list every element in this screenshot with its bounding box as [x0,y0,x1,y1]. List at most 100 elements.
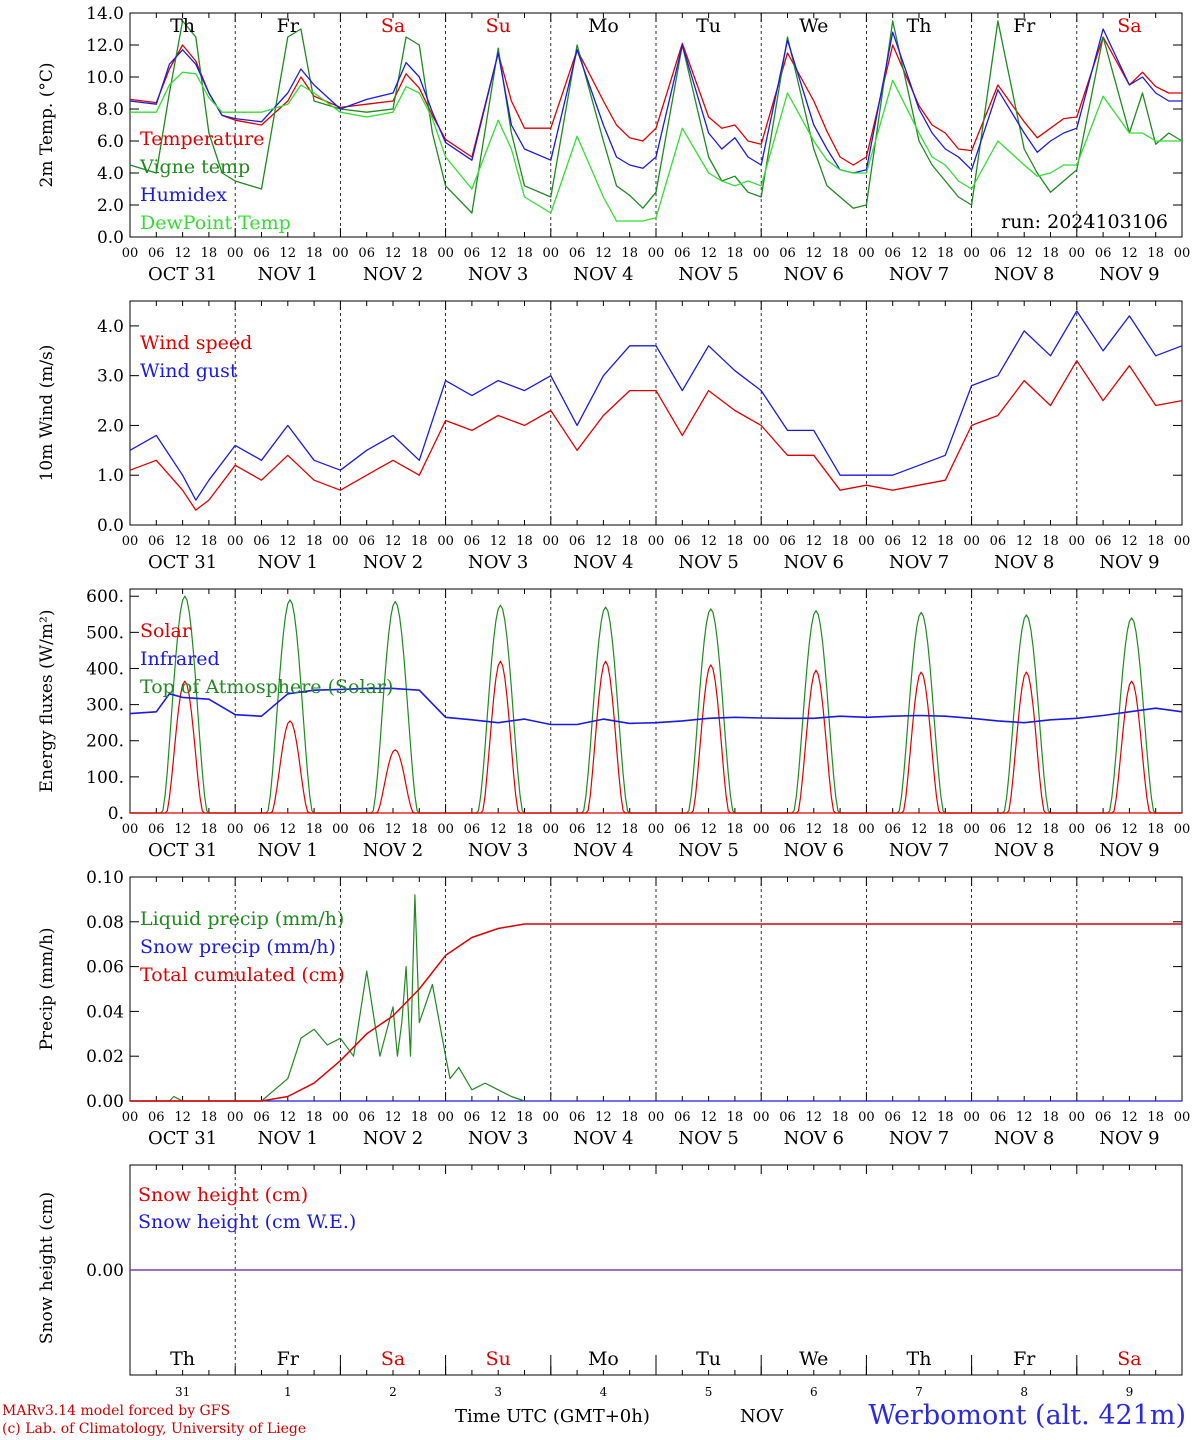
weekday-label: We [799,1348,828,1370]
day-number-label: 9 [1126,1385,1134,1399]
legend-entry: Infrared [140,648,220,670]
hour-tick-label: 12 [280,822,297,837]
series-line-infrared [129,687,1183,726]
date-label: NOV 3 [468,840,528,861]
hour-tick-label: 12 [490,534,507,549]
hour-tick-label: 00 [858,534,875,549]
date-label: NOV 8 [994,552,1054,573]
date-label: NOV 4 [573,840,633,861]
hour-tick-label: 00 [648,534,665,549]
date-label: NOV 5 [678,1128,738,1149]
hour-tick-label: 12 [595,822,612,837]
hour-tick-label: 18 [1147,822,1164,837]
hour-tick-label: 06 [148,1110,165,1125]
hour-tick-label: 06 [464,246,481,261]
panel-frame-1 [129,300,1183,526]
hour-tick-label: 18 [1147,534,1164,549]
legend-entry: Solar [140,620,192,642]
hour-tick-label: 18 [621,534,638,549]
hour-tick-label: 06 [990,822,1007,837]
y-tick-label: 1.0 [97,466,124,486]
legend-entry: Snow height (cm W.E.) [138,1211,356,1233]
hour-tick-label: 06 [779,534,796,549]
hour-tick-label: 06 [1095,822,1112,837]
hour-tick-label: 00 [648,246,665,261]
y-tick-label: 12.0 [86,36,124,56]
hour-tick-label: 12 [174,822,191,837]
legend-entry: Liquid precip (mm/h) [140,908,344,930]
hour-tick-label: 18 [1147,246,1164,261]
hour-tick-label: 06 [464,822,481,837]
date-label: NOV 6 [784,552,844,573]
weekday-label: Fr [1013,15,1036,37]
hour-tick-label: 00 [753,534,770,549]
meteogram-svg: 0.02.04.06.08.010.012.014.02m Temp. (°C)… [37,4,1190,1399]
hour-tick-label: 06 [358,246,375,261]
hour-tick-label: 12 [700,1110,717,1125]
date-label: NOV 2 [363,552,423,573]
hour-tick-label: 12 [174,246,191,261]
y-tick-label: 0.08 [86,913,124,933]
date-label: NOV 5 [678,264,738,285]
y-tick-label: 8.0 [97,100,124,120]
time-axis-label: Time UTC (GMT+0h) [455,1406,650,1427]
day-number-label: 6 [810,1385,818,1399]
hour-tick-label: 00 [753,1110,770,1125]
panel-frame-0 [129,12,1183,238]
y-tick-label: 2.0 [97,196,124,216]
hour-tick-label: 00 [963,534,980,549]
hour-tick-label: 00 [437,534,454,549]
hour-tick-label: 00 [1069,246,1086,261]
hour-tick-label: 12 [1121,1110,1138,1125]
hour-tick-label: 12 [700,534,717,549]
hour-tick-label: 00 [648,1110,665,1125]
hour-tick-label: 06 [253,534,270,549]
date-label: NOV 1 [258,264,318,285]
hour-tick-label: 12 [1016,1110,1033,1125]
y-tick-label: 0.02 [86,1047,124,1067]
hour-tick-label: 12 [911,534,928,549]
hour-tick-label: 00 [963,822,980,837]
hour-tick-label: 00 [227,534,244,549]
hour-tick-label: 18 [201,822,218,837]
date-label: NOV 6 [784,840,844,861]
hour-tick-label: 18 [411,534,428,549]
hour-tick-label: 06 [358,822,375,837]
y-tick-label: 2.0 [97,416,124,436]
date-label: OCT 31 [148,264,217,285]
hour-tick-label: 18 [832,246,849,261]
date-label: NOV 2 [363,1128,423,1149]
hour-tick-label: 06 [674,534,691,549]
hour-tick-label: 12 [385,246,402,261]
hour-tick-label: 06 [148,534,165,549]
date-label: NOV 8 [994,840,1054,861]
hour-tick-label: 12 [806,246,823,261]
hour-tick-label: 18 [621,1110,638,1125]
weekday-label: Sa [1117,15,1141,37]
hour-tick-label: 18 [306,534,323,549]
day-number-label: 4 [600,1385,608,1399]
hour-tick-label: 12 [385,1110,402,1125]
hour-tick-label: 06 [358,534,375,549]
hour-tick-label: 12 [1121,822,1138,837]
y-axis-label: Energy fluxes (W/m²) [37,610,57,793]
weekday-label: Th [907,1348,932,1370]
hour-tick-label: 06 [569,246,586,261]
hour-tick-label: 12 [700,246,717,261]
hour-tick-label: 18 [727,822,744,837]
hour-tick-label: 00 [122,534,139,549]
legend-entry: DewPoint Temp [140,212,291,234]
weekday-label: Th [907,15,932,37]
hour-tick-label: 06 [990,534,1007,549]
day-number-label: 3 [494,1385,502,1399]
credit-line: (c) Lab. of Climatology, University of L… [2,1421,307,1437]
hour-tick-label: 18 [201,246,218,261]
hour-tick-label: 18 [516,246,533,261]
hour-tick-label: 06 [1095,534,1112,549]
month-label: NOV [740,1406,784,1427]
hour-tick-label: 18 [832,1110,849,1125]
weekday-label: Tu [696,1348,721,1370]
legend-entry: Snow precip (mm/h) [140,936,336,958]
hour-tick-label: 18 [1147,1110,1164,1125]
hour-tick-label: 18 [411,1110,428,1125]
